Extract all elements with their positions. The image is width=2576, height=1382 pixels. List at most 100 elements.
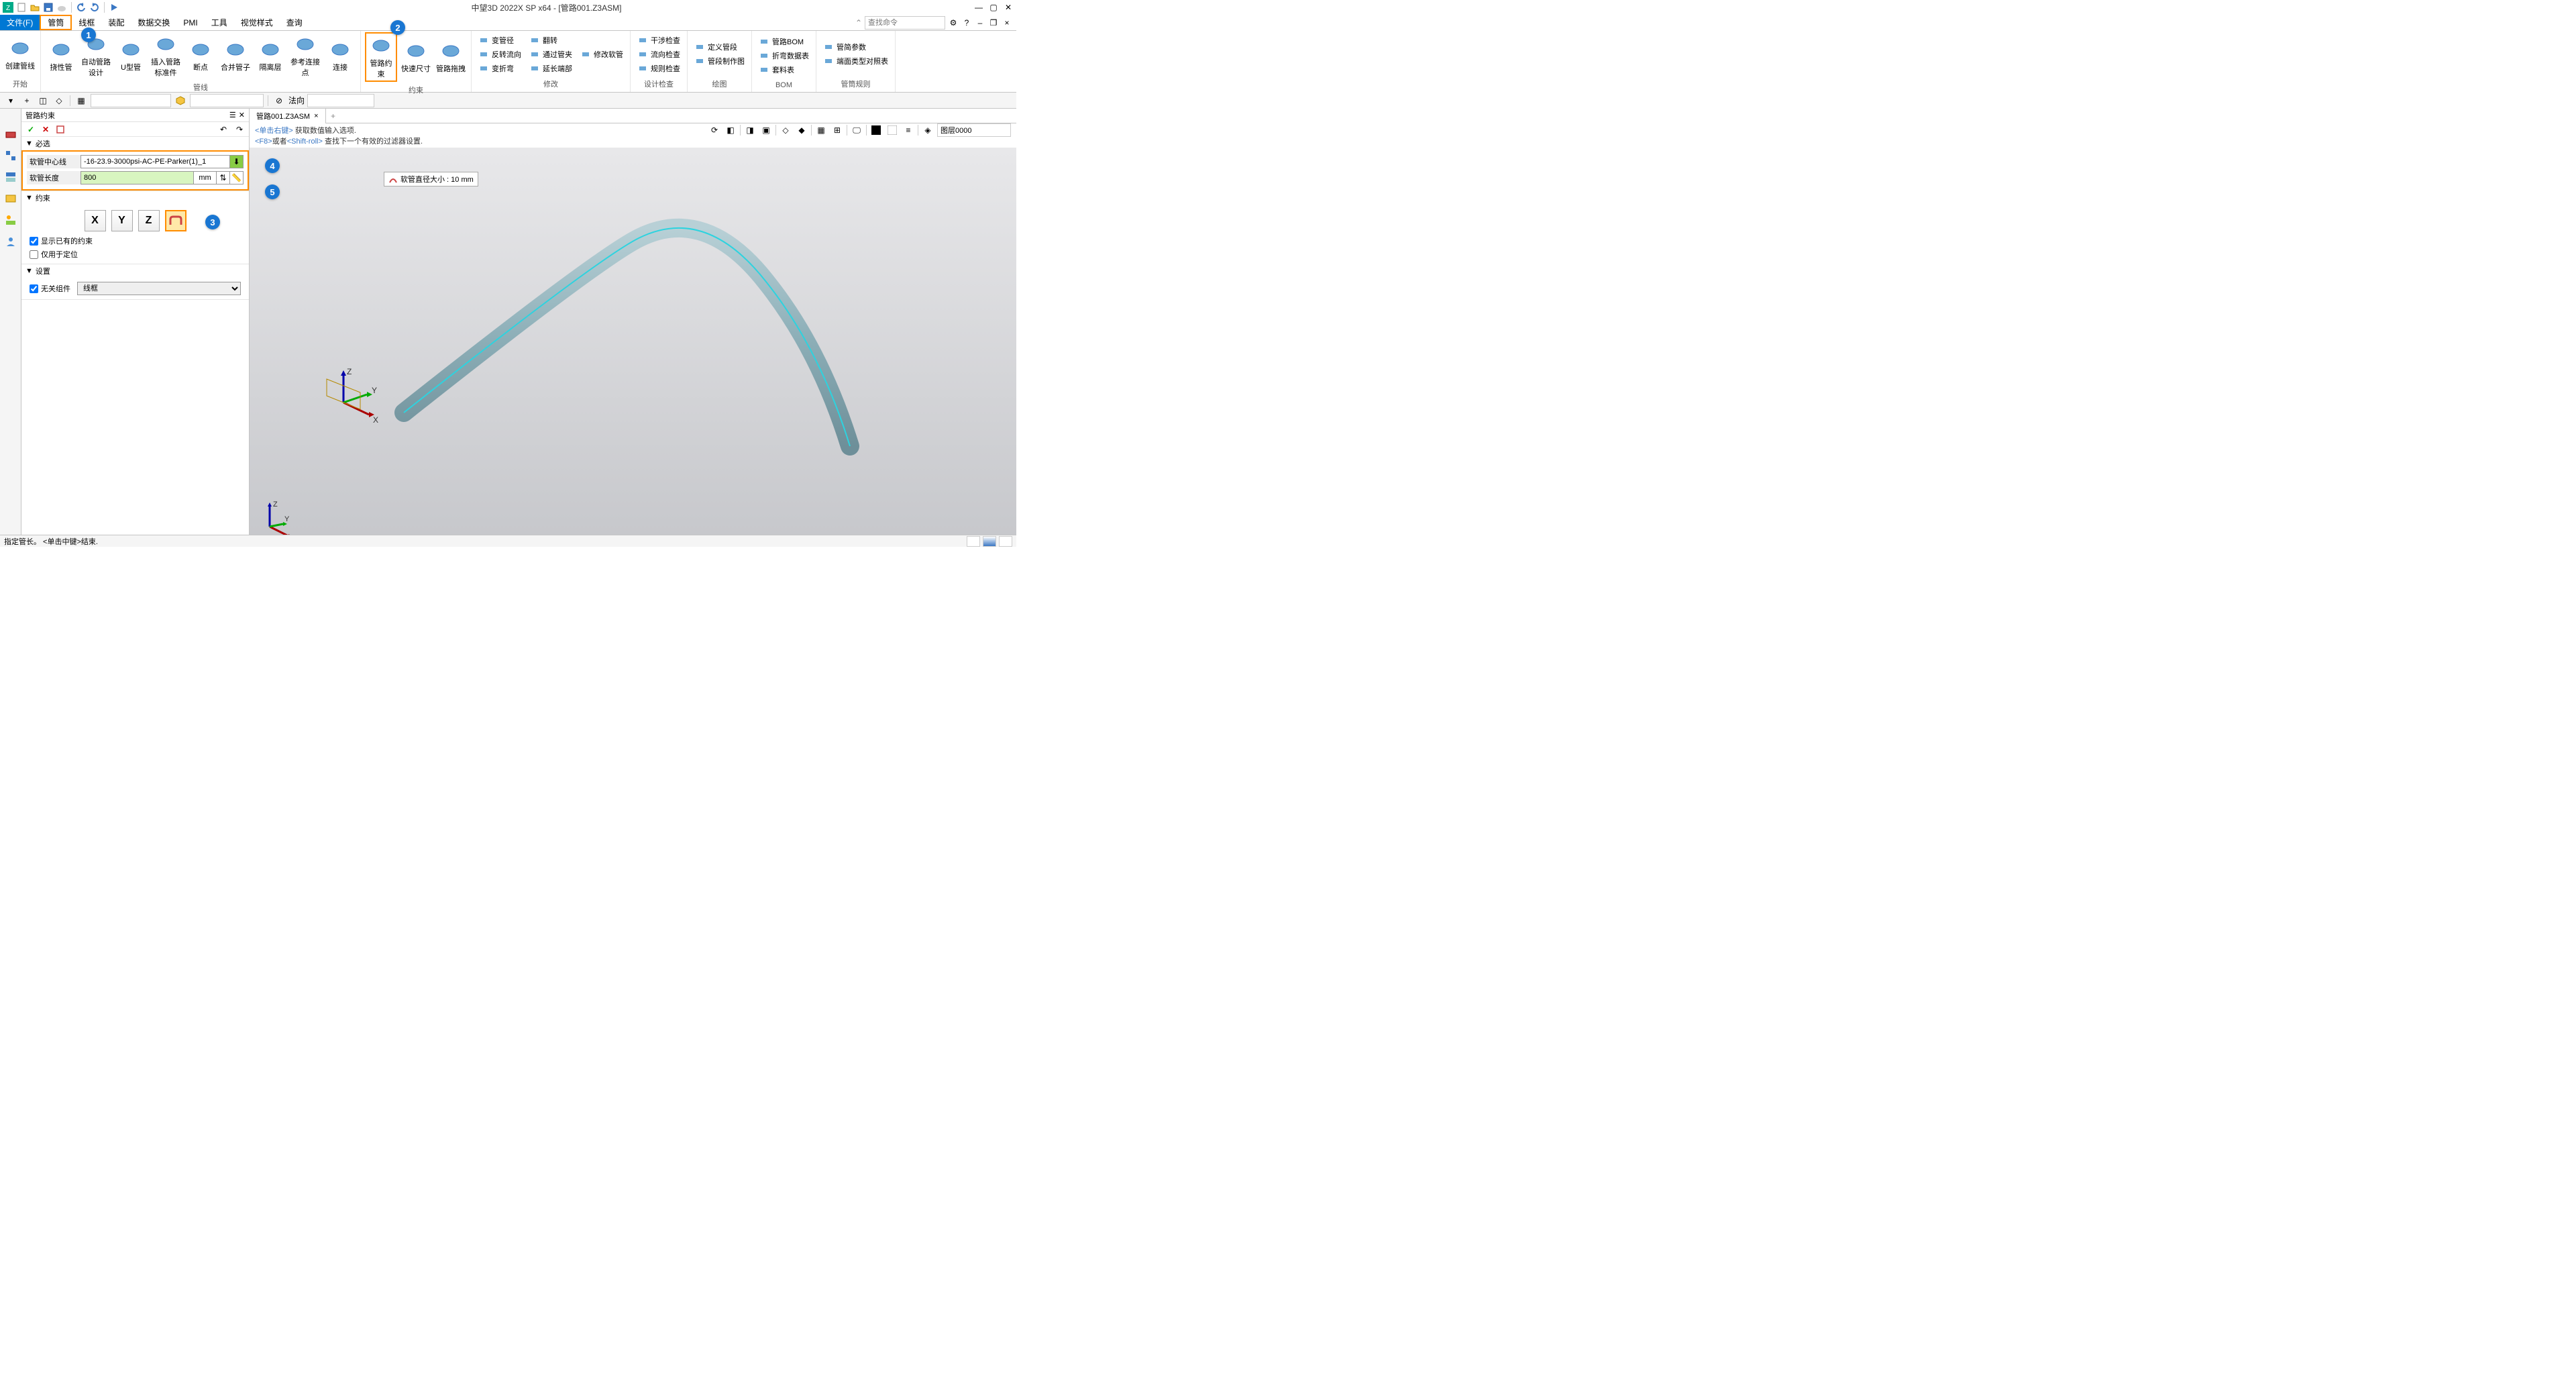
only-position-checkbox[interactable] (30, 250, 38, 259)
ribbon-管路BOM[interactable]: 管路BOM (756, 35, 812, 48)
create-pipeline[interactable]: 创建管线 (4, 36, 36, 72)
tb-dir-icon[interactable]: ⊘ (272, 94, 286, 107)
tb-shape-icon[interactable]: ◇ (52, 94, 66, 107)
menu-tools[interactable]: 工具 (205, 15, 234, 30)
tb-filter-icon[interactable]: ▾ (4, 94, 17, 107)
tb-direction-combo[interactable] (307, 94, 374, 107)
vt-color2-icon[interactable] (885, 123, 899, 137)
mdi-minimize-icon[interactable]: – (975, 17, 985, 28)
ribbon-延长端部[interactable]: 延长端部 (527, 62, 575, 75)
save-icon[interactable] (43, 2, 54, 13)
insert-std[interactable]: 插入管路标准件 (150, 32, 182, 79)
axis-x-button[interactable]: X (85, 210, 106, 231)
pipe-constraint[interactable]: 管路约束 (365, 32, 397, 82)
axis-z-button[interactable]: Z (138, 210, 160, 231)
menu-file[interactable]: 文件(F) (0, 15, 40, 30)
ribbon-定义管段[interactable]: 定义管段 (692, 40, 747, 54)
pipe-drag[interactable]: 管路拖拽 (435, 39, 467, 75)
undo-icon[interactable] (76, 2, 87, 13)
doc-tab-active[interactable]: 管路001.Z3ASM × (250, 109, 326, 123)
axis-y-button[interactable]: Y (111, 210, 133, 231)
panel-menu-icon[interactable]: ☰ (229, 111, 236, 119)
centerline-input[interactable] (80, 155, 230, 168)
app-icon[interactable]: Z (3, 2, 13, 13)
ribbon-变折弯[interactable]: 变折弯 (476, 62, 524, 75)
tb-box-icon[interactable]: ▦ (74, 94, 88, 107)
close-icon[interactable]: ✕ (1003, 2, 1014, 13)
menu-assembly[interactable]: 装配 (101, 15, 131, 30)
cloud-icon[interactable] (56, 2, 67, 13)
tab-close-icon[interactable]: × (314, 112, 318, 120)
vt-cube2-icon[interactable]: ▣ (759, 123, 773, 137)
vt-shade-icon[interactable]: ◆ (795, 123, 808, 137)
3d-viewport[interactable]: 软管直径大小 : 10 mm Z X Y (250, 148, 1016, 535)
unrelated-select[interactable]: 线框 (77, 282, 241, 295)
u-pipe[interactable]: U型管 (115, 38, 147, 74)
menu-data-exchange[interactable]: 数据交换 (131, 15, 176, 30)
menu-query[interactable]: 查询 (280, 15, 309, 30)
vt-cube1-icon[interactable]: ◨ (743, 123, 757, 137)
section-header-settings[interactable]: ▼ 设置 (21, 264, 249, 278)
command-search-input[interactable] (865, 16, 945, 30)
show-existing-checkbox[interactable] (30, 237, 38, 246)
apply-icon[interactable]: ✓ (24, 123, 38, 136)
menu-visual-style[interactable]: 视觉样式 (234, 15, 280, 30)
tb-add-icon[interactable]: + (20, 94, 34, 107)
play-icon[interactable] (109, 2, 119, 13)
new-icon[interactable] (16, 2, 27, 13)
connect[interactable]: 连接 (324, 38, 356, 74)
vt-display-icon[interactable]: 🖵 (850, 123, 863, 137)
settings-icon[interactable]: ⚙ (948, 17, 959, 28)
ribbon-流向检查[interactable]: 流向检查 (635, 48, 683, 61)
mdi-close-icon[interactable]: × (1002, 17, 1012, 28)
section-header-constraint[interactable]: ▼ 约束 (21, 191, 249, 205)
tb-sketch-icon[interactable]: ◫ (36, 94, 50, 107)
vtab-scene-icon[interactable] (3, 212, 19, 228)
ribbon-collapse-icon[interactable]: ⌃ (855, 18, 862, 28)
ribbon-翻转[interactable]: 翻转 (527, 34, 575, 47)
vtab-view-icon[interactable] (3, 191, 19, 207)
vtab-assembly-icon[interactable] (3, 126, 19, 142)
status-btn-2[interactable] (983, 536, 996, 547)
open-icon[interactable] (30, 2, 40, 13)
tb-combo-2[interactable] (190, 94, 264, 107)
ribbon-折弯数据表[interactable]: 折弯数据表 (756, 49, 812, 62)
ribbon-变管径[interactable]: 变管径 (476, 34, 524, 47)
vt-refresh-icon[interactable]: ⟳ (708, 123, 721, 137)
ribbon-管段制作图[interactable]: 管段制作图 (692, 54, 747, 68)
vt-layers-icon[interactable]: ≡ (902, 123, 915, 137)
vt-snap-icon[interactable]: ⊞ (830, 123, 844, 137)
ribbon-反转流向[interactable]: 反转流向 (476, 48, 524, 61)
vt-grid-icon[interactable]: ▦ (814, 123, 828, 137)
menu-tube[interactable]: 管筒 (40, 15, 72, 30)
vt-eraser-icon[interactable]: ◧ (724, 123, 737, 137)
doc-tab-add[interactable]: + (326, 109, 341, 123)
minimize-icon[interactable]: — (973, 2, 984, 13)
break-point[interactable]: 断点 (184, 38, 217, 74)
ribbon-管简参数[interactable]: 管简参数 (820, 40, 891, 54)
vt-layer-vis-icon[interactable]: ◈ (921, 123, 934, 137)
ribbon-干涉检查[interactable]: 干涉检查 (635, 34, 683, 47)
isolation[interactable]: 隔离层 (254, 38, 286, 74)
status-btn-3[interactable] (999, 536, 1012, 547)
status-btn-1[interactable] (967, 536, 980, 547)
centerline-browse-icon[interactable]: ⬇ (230, 155, 244, 168)
quick-dim[interactable]: 快速尺寸 (400, 39, 432, 75)
vtab-person-icon[interactable] (3, 233, 19, 250)
menu-pmi[interactable]: PMI (176, 15, 204, 30)
tb-cube-icon[interactable] (174, 94, 187, 107)
ribbon-端面类型对照表[interactable]: 端面类型对照表 (820, 54, 891, 68)
vtab-layers-icon[interactable] (3, 169, 19, 185)
merge-pipe[interactable]: 合并管子 (219, 38, 252, 74)
vtab-tree-icon[interactable] (3, 148, 19, 164)
ribbon-规则检查[interactable]: 规则检查 (635, 62, 683, 75)
length-input[interactable] (80, 171, 194, 184)
section-header-required[interactable]: ▼ 必选 (21, 137, 249, 150)
reset-icon[interactable] (54, 123, 67, 136)
flex-pipe[interactable]: 挠性管 (45, 38, 77, 74)
length-measure-icon[interactable]: 📏 (230, 171, 244, 184)
redo-icon[interactable] (89, 2, 100, 13)
length-spinner-icon[interactable]: ⇅ (217, 171, 230, 184)
maximize-icon[interactable]: ▢ (988, 2, 999, 13)
ribbon-通过管夹[interactable]: 通过管夹 (527, 48, 575, 61)
